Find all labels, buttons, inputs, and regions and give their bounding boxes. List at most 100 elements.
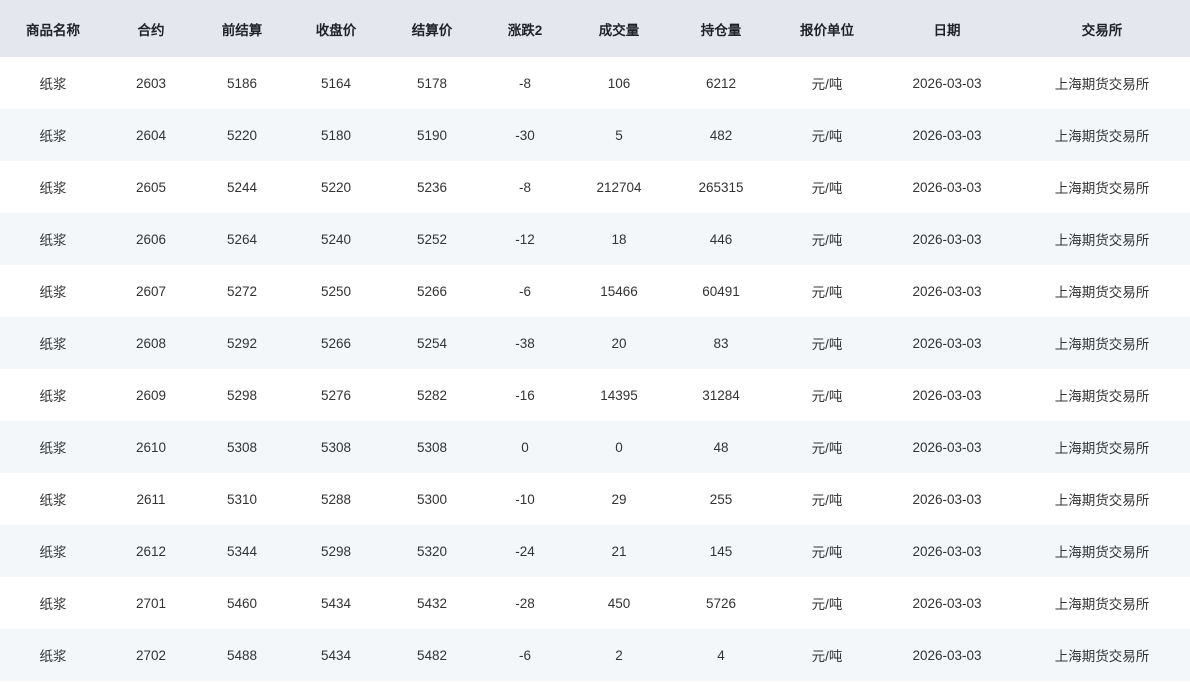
cell-settle: 5320 (384, 525, 480, 577)
column-header-volume[interactable]: 成交量 (570, 0, 668, 57)
table-row[interactable]: 纸浆 2607 5272 5250 5266 -6 15466 60491 元/吨 2026-03… (0, 265, 1190, 317)
cell-exchange: 上海期货交易所 (1014, 265, 1190, 317)
cell-presettle: 5298 (196, 369, 288, 421)
table-row[interactable]: 纸浆 2612 5344 5298 5320 -24 21 145 元/吨 2026-03-03 上… (0, 525, 1190, 577)
cell-change: -6 (480, 629, 570, 681)
column-header-contract[interactable]: 合约 (106, 0, 196, 57)
table-body: 纸浆 2603 5186 5164 5178 -8 106 6212 元/吨 2026-03-03… (0, 57, 1190, 681)
cell-volume: 5 (570, 109, 668, 161)
cell-settle: 5482 (384, 629, 480, 681)
column-header-unit[interactable]: 报价单位 (774, 0, 880, 57)
cell-exchange: 上海期货交易所 (1014, 57, 1190, 109)
cell-settle: 5252 (384, 213, 480, 265)
cell-presettle: 5308 (196, 421, 288, 473)
cell-settle: 5254 (384, 317, 480, 369)
cell-volume: 29 (570, 473, 668, 525)
cell-oi: 482 (668, 109, 774, 161)
cell-name: 纸浆 (0, 421, 106, 473)
column-header-open-interest[interactable]: 持仓量 (668, 0, 774, 57)
cell-oi: 5726 (668, 577, 774, 629)
cell-volume: 18 (570, 213, 668, 265)
cell-volume: 212704 (570, 161, 668, 213)
cell-volume: 450 (570, 577, 668, 629)
cell-volume: 20 (570, 317, 668, 369)
cell-volume: 15466 (570, 265, 668, 317)
cell-volume: 2 (570, 629, 668, 681)
cell-presettle: 5310 (196, 473, 288, 525)
cell-name: 纸浆 (0, 577, 106, 629)
cell-contract: 2611 (106, 473, 196, 525)
table-row[interactable]: 纸浆 2609 5298 5276 5282 -16 14395 31284 元/吨 2026-0… (0, 369, 1190, 421)
column-header-date[interactable]: 日期 (880, 0, 1014, 57)
cell-settle: 5236 (384, 161, 480, 213)
cell-change: -30 (480, 109, 570, 161)
cell-settle: 5190 (384, 109, 480, 161)
cell-oi: 265315 (668, 161, 774, 213)
cell-date: 2026-03-03 (880, 161, 1014, 213)
cell-exchange: 上海期货交易所 (1014, 421, 1190, 473)
cell-unit: 元/吨 (774, 421, 880, 473)
cell-name: 纸浆 (0, 161, 106, 213)
cell-change: -24 (480, 525, 570, 577)
cell-exchange: 上海期货交易所 (1014, 109, 1190, 161)
cell-change: -38 (480, 317, 570, 369)
table-row[interactable]: 纸浆 2608 5292 5266 5254 -38 20 83 元/吨 2026-03-03 上海… (0, 317, 1190, 369)
table-header-row: 商品名称 合约 前结算 收盘价 结算价 涨跌2 成交量 持仓量 报价单位 日期 … (0, 0, 1190, 57)
cell-change: -10 (480, 473, 570, 525)
cell-presettle: 5186 (196, 57, 288, 109)
cell-name: 纸浆 (0, 525, 106, 577)
cell-close: 5434 (288, 629, 384, 681)
cell-name: 纸浆 (0, 109, 106, 161)
table-row[interactable]: 纸浆 2701 5460 5434 5432 -28 450 5726 元/吨 2026-03-0… (0, 577, 1190, 629)
cell-oi: 6212 (668, 57, 774, 109)
cell-presettle: 5272 (196, 265, 288, 317)
cell-close: 5250 (288, 265, 384, 317)
cell-contract: 2607 (106, 265, 196, 317)
cell-unit: 元/吨 (774, 213, 880, 265)
cell-date: 2026-03-03 (880, 57, 1014, 109)
table-row[interactable]: 纸浆 2606 5264 5240 5252 -12 18 446 元/吨 2026-03-03 上… (0, 213, 1190, 265)
cell-close: 5308 (288, 421, 384, 473)
cell-close: 5266 (288, 317, 384, 369)
cell-date: 2026-03-03 (880, 525, 1014, 577)
cell-volume: 14395 (570, 369, 668, 421)
cell-presettle: 5344 (196, 525, 288, 577)
table-row[interactable]: 纸浆 2604 5220 5180 5190 -30 5 482 元/吨 2026-03-03 上海… (0, 109, 1190, 161)
cell-unit: 元/吨 (774, 629, 880, 681)
table-row[interactable]: 纸浆 2605 5244 5220 5236 -8 212704 265315 元/吨 2026-… (0, 161, 1190, 213)
table-row[interactable]: 纸浆 2603 5186 5164 5178 -8 106 6212 元/吨 2026-03-03… (0, 57, 1190, 109)
cell-presettle: 5220 (196, 109, 288, 161)
cell-name: 纸浆 (0, 317, 106, 369)
cell-contract: 2610 (106, 421, 196, 473)
cell-unit: 元/吨 (774, 109, 880, 161)
column-header-change[interactable]: 涨跌2 (480, 0, 570, 57)
cell-exchange: 上海期货交易所 (1014, 577, 1190, 629)
cell-oi: 48 (668, 421, 774, 473)
column-header-close[interactable]: 收盘价 (288, 0, 384, 57)
cell-name: 纸浆 (0, 213, 106, 265)
cell-change: -28 (480, 577, 570, 629)
cell-exchange: 上海期货交易所 (1014, 369, 1190, 421)
cell-oi: 255 (668, 473, 774, 525)
cell-close: 5288 (288, 473, 384, 525)
cell-contract: 2609 (106, 369, 196, 421)
cell-presettle: 5244 (196, 161, 288, 213)
cell-settle: 5300 (384, 473, 480, 525)
table-row[interactable]: 纸浆 2610 5308 5308 5308 0 0 48 元/吨 2026-03-03 上海期货交… (0, 421, 1190, 473)
cell-date: 2026-03-03 (880, 369, 1014, 421)
cell-unit: 元/吨 (774, 525, 880, 577)
table-row[interactable]: 纸浆 2611 5310 5288 5300 -10 29 255 元/吨 2026-03-03 上… (0, 473, 1190, 525)
table-row[interactable]: 纸浆 2702 5488 5434 5482 -6 2 4 元/吨 2026-03-03 上海期货交… (0, 629, 1190, 681)
cell-change: 0 (480, 421, 570, 473)
column-header-presettle[interactable]: 前结算 (196, 0, 288, 57)
column-header-name[interactable]: 商品名称 (0, 0, 106, 57)
column-header-settle[interactable]: 结算价 (384, 0, 480, 57)
cell-oi: 60491 (668, 265, 774, 317)
column-header-exchange[interactable]: 交易所 (1014, 0, 1190, 57)
cell-oi: 83 (668, 317, 774, 369)
cell-unit: 元/吨 (774, 473, 880, 525)
cell-exchange: 上海期货交易所 (1014, 213, 1190, 265)
cell-presettle: 5264 (196, 213, 288, 265)
cell-close: 5240 (288, 213, 384, 265)
